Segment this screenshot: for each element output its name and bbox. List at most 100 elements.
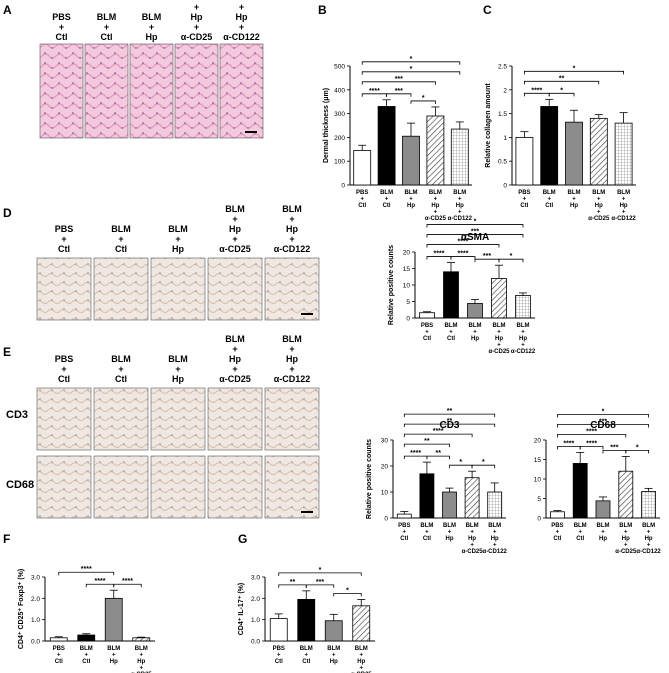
category-label: Hp — [407, 203, 415, 209]
category-label: BLM — [469, 323, 482, 329]
bar — [515, 136, 534, 186]
category-label: + — [521, 330, 525, 336]
y-tick-label: 0 — [384, 516, 388, 523]
panel-e-cd3-header-line: Ctl — [58, 374, 70, 384]
panel-a-header-line: + — [59, 22, 64, 32]
sig-label: **** — [369, 88, 380, 95]
category-label: Ctl — [302, 659, 310, 665]
category-label: + — [572, 197, 576, 203]
bar — [595, 500, 611, 519]
panel-d-header-line: + — [61, 234, 66, 244]
sig-label: *** — [483, 253, 491, 260]
panel-a-header-line: BLM — [232, 0, 252, 2]
panel-d-header-line: Hp — [286, 224, 298, 234]
panel-d-header-line: BLM — [282, 204, 302, 214]
sig-bracket — [305, 584, 335, 588]
sig-label: ** — [559, 75, 565, 82]
category-label: + — [112, 653, 116, 659]
panel-e-cd3-header-line: + — [118, 364, 123, 374]
category-label: α-CD122 — [448, 216, 473, 222]
panel-d-header-line: + — [175, 234, 180, 244]
category-label: Hp — [446, 536, 454, 542]
panel-a-header-line: PBS — [52, 12, 71, 22]
panel-e-cd68-image — [93, 455, 149, 519]
panel-e-cd3-header-line: Ctl — [115, 374, 127, 384]
bar — [491, 277, 507, 319]
chart-E2: 05101520CD68PBS+CtlBLM+CtlBLM+HpBLM+Hp+α… — [534, 408, 662, 555]
panel-e-cd3-header-line: Hp — [286, 354, 298, 364]
panel-e-cd3-header-line: + — [175, 364, 180, 374]
sig-bracket — [426, 234, 524, 238]
sig-bracket — [403, 443, 450, 448]
sig-label: **** — [433, 428, 444, 435]
sig-label: *** — [395, 76, 403, 83]
category-label: BLM — [619, 523, 632, 529]
sig-label: *** — [316, 579, 324, 586]
panel-d-header-line: α-CD122 — [274, 244, 311, 254]
sig-bracket — [386, 93, 412, 97]
category-label: BLM — [429, 190, 442, 196]
y-tick-label: 0.5 — [498, 159, 507, 166]
category-label: + — [622, 197, 626, 203]
panel-a-header-line: α-CD25 — [181, 32, 213, 42]
y-tick-label: 2.5 — [498, 64, 507, 71]
panel-a-header-line: Hp — [236, 12, 248, 22]
sig-bracket — [58, 571, 115, 576]
panel-e-cd3-header-line: BLM — [168, 354, 188, 364]
panel-a-image — [39, 43, 84, 139]
y-tick-label: 0 — [503, 183, 507, 190]
bar — [618, 470, 634, 519]
y-tick-label: 1.5 — [498, 111, 507, 118]
category-label: α-CD122 — [636, 549, 661, 555]
y-axis-label: Relative collagen amount — [485, 83, 492, 168]
bar — [396, 513, 412, 519]
panel-d-header-line: Hp — [229, 224, 241, 234]
y-tick-label: 5 — [537, 496, 541, 503]
sig-label: **** — [586, 440, 597, 447]
category-label: BLM — [574, 523, 587, 529]
panel-letter-f: F — [3, 532, 10, 546]
category-label: α-CD25 — [488, 349, 510, 355]
sig-bracket — [524, 80, 600, 85]
panel-d-image — [150, 257, 206, 321]
category-label: + — [425, 530, 429, 536]
row-label-cd68: CD68 — [6, 479, 34, 491]
category-label: + — [624, 530, 628, 536]
category-label: α-CD25 — [588, 216, 610, 222]
bar — [641, 491, 656, 519]
bar — [297, 599, 316, 642]
panel-e-cd68-image — [264, 455, 320, 519]
category-label: + — [403, 530, 407, 536]
panel-letter-g: G — [238, 532, 247, 546]
category-label: Hp — [622, 536, 630, 542]
panel-e-cd3-header-line: + — [232, 364, 237, 374]
category-label: + — [84, 653, 88, 659]
category-label: PBS — [53, 646, 65, 652]
category-label: + — [624, 543, 628, 549]
panel-d-image — [93, 257, 149, 321]
category-label: + — [448, 530, 452, 536]
panel-letter-c: C — [483, 3, 492, 17]
bar — [572, 462, 588, 519]
bar — [450, 128, 469, 186]
category-label: α-CD122 — [611, 216, 636, 222]
bar — [550, 511, 565, 519]
y-tick-label: 100 — [334, 159, 345, 166]
y-tick-label: 200 — [334, 135, 345, 142]
panel-a-header-line: BLM — [142, 12, 162, 22]
bar — [565, 121, 583, 186]
panel-a-header-line: Ctl — [56, 32, 68, 42]
panel-d-header-line: PBS — [55, 224, 74, 234]
bar — [464, 477, 480, 519]
category-label: + — [523, 197, 527, 203]
category-label: α-CD122 — [511, 349, 536, 355]
sig-label: * — [602, 408, 605, 415]
y-tick-label: 2.0 — [31, 596, 40, 603]
sig-label: ** — [435, 450, 441, 457]
panel-e-cd68-image — [150, 455, 206, 519]
category-label: α-CD25 — [462, 549, 484, 555]
